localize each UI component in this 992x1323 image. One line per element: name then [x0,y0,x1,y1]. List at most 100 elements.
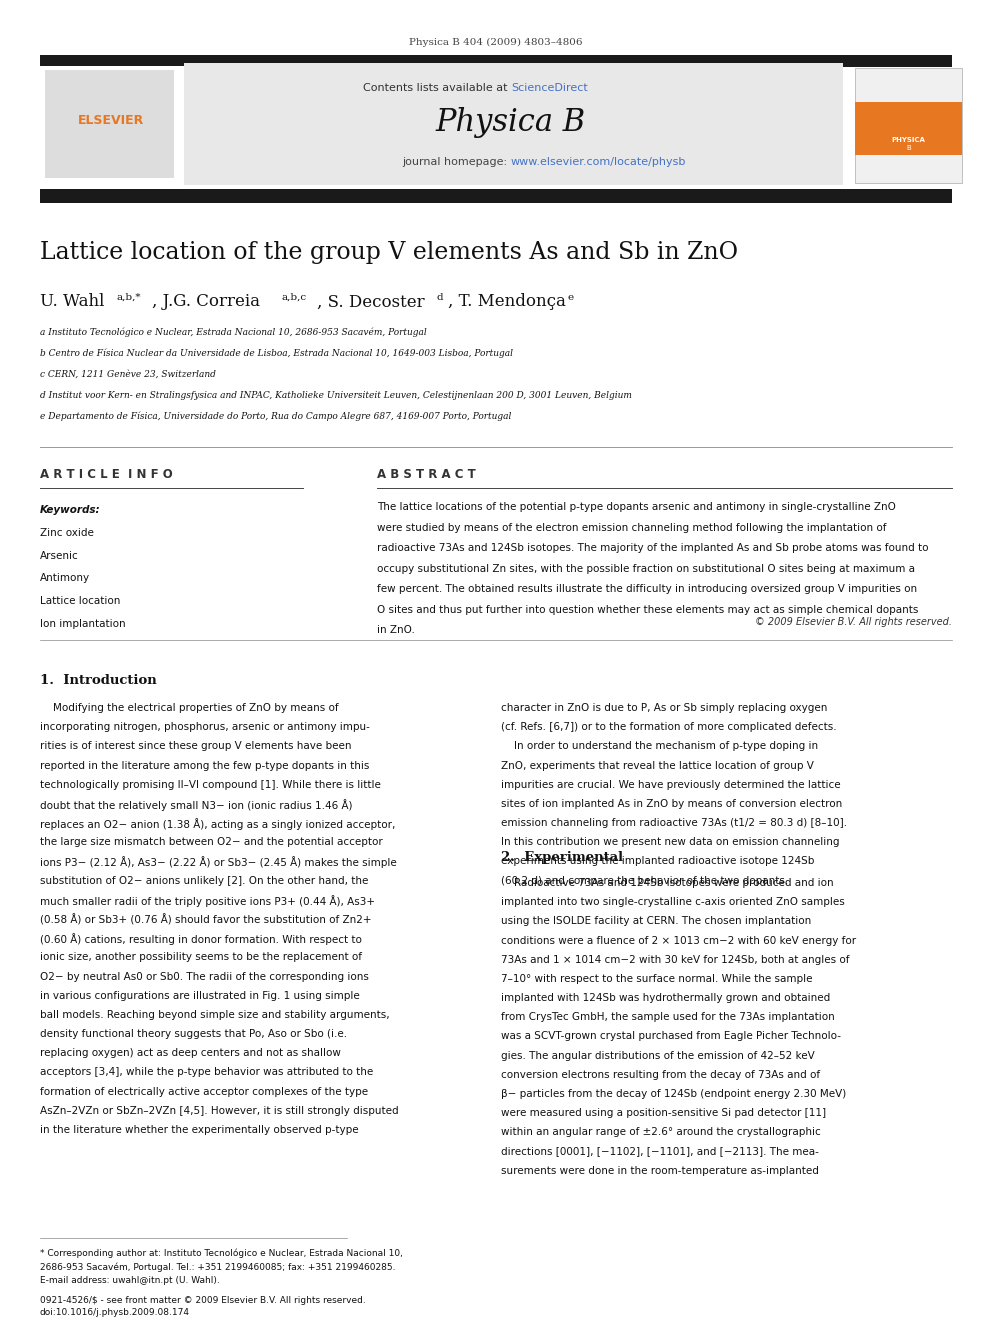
Text: E-mail address: uwahl@itn.pt (U. Wahl).: E-mail address: uwahl@itn.pt (U. Wahl). [40,1275,219,1285]
Bar [855,67,962,183]
Text: * Corresponding author at: Instituto Tecnológico e Nuclear, Estrada Nacional 10,: * Corresponding author at: Instituto Tec… [40,1248,403,1257]
Text: doubt that the relatively small N3− ion (ionic radius 1.46 Å): doubt that the relatively small N3− ion … [40,799,352,811]
Text: Radioactive 73As and 124Sb isotopes were produced and ion: Radioactive 73As and 124Sb isotopes were… [501,878,833,888]
Text: impurities are crucial. We have previously determined the lattice: impurities are crucial. We have previous… [501,779,840,790]
Text: conversion electrons resulting from the decay of 73As and of: conversion electrons resulting from the … [501,1070,820,1080]
Text: Physica B 404 (2009) 4803–4806: Physica B 404 (2009) 4803–4806 [410,37,582,46]
Text: was a SCVT-grown crystal purchased from Eagle Picher Technolo-: was a SCVT-grown crystal purchased from … [501,1032,841,1041]
Text: technologically promising II–VI compound [1]. While there is little: technologically promising II–VI compound… [40,779,381,790]
Text: In order to understand the mechanism of p-type doping in: In order to understand the mechanism of … [501,741,818,751]
Text: ions P3− (2.12 Å), As3− (2.22 Å) or Sb3− (2.45 Å) makes the simple: ions P3− (2.12 Å), As3− (2.22 Å) or Sb3−… [40,856,397,868]
Text: Keywords:: Keywords: [40,505,100,515]
Text: occupy substitutional Zn sites, with the possible fraction on substitutional O s: occupy substitutional Zn sites, with the… [377,564,915,573]
Text: from CrysTec GmbH, the sample used for the 73As implantation: from CrysTec GmbH, the sample used for t… [501,1012,834,1023]
Text: journal homepage:: journal homepage: [402,157,511,167]
Text: e: e [567,292,573,302]
Text: Lattice location: Lattice location [40,597,120,606]
Text: substitution of O2− anions unlikely [2]. On the other hand, the: substitution of O2− anions unlikely [2].… [40,876,368,885]
Text: (cf. Refs. [6,7]) or to the formation of more complicated defects.: (cf. Refs. [6,7]) or to the formation of… [501,722,836,732]
Bar [45,70,174,179]
Text: replaces an O2− anion (1.38 Å), acting as a singly ionized acceptor,: replaces an O2− anion (1.38 Å), acting a… [40,818,395,830]
Text: 7–10° with respect to the surface normal. While the sample: 7–10° with respect to the surface normal… [501,974,812,984]
Text: ZnO, experiments that reveal the lattice location of group V: ZnO, experiments that reveal the lattice… [501,761,813,770]
Text: density functional theory suggests that Po, Aso or Sbo (i.e.: density functional theory suggests that … [40,1029,347,1039]
Text: Zinc oxide: Zinc oxide [40,528,93,537]
Text: O sites and thus put further into question whether these elements may act as sim: O sites and thus put further into questi… [377,605,919,614]
Text: A B S T R A C T: A B S T R A C T [377,468,476,482]
Text: replacing oxygen) act as deep centers and not as shallow: replacing oxygen) act as deep centers an… [40,1048,340,1058]
Text: gies. The angular distributions of the emission of 42–52 keV: gies. The angular distributions of the e… [501,1050,814,1061]
Text: in various configurations are illustrated in Fig. 1 using simple: in various configurations are illustrate… [40,991,359,1000]
Text: 73As and 1 × 1014 cm−2 with 30 keV for 124Sb, both at angles of: 73As and 1 × 1014 cm−2 with 30 keV for 1… [501,955,849,964]
Text: formation of electrically active acceptor complexes of the type: formation of electrically active accepto… [40,1086,368,1097]
Text: sites of ion implanted As in ZnO by means of conversion electron: sites of ion implanted As in ZnO by mean… [501,799,842,808]
Text: were measured using a position-sensitive Si pad detector [11]: were measured using a position-sensitive… [501,1109,826,1118]
Text: e Departamento de Física, Universidade do Porto, Rua do Campo Alegre 687, 4169-0: e Departamento de Física, Universidade d… [40,411,511,421]
Text: 2.  Experimental: 2. Experimental [501,852,623,864]
Text: O2− by neutral As0 or Sb0. The radii of the corresponding ions: O2− by neutral As0 or Sb0. The radii of … [40,971,369,982]
Text: much smaller radii of the triply positive ions P3+ (0.44 Å), As3+: much smaller radii of the triply positiv… [40,894,375,906]
Bar [184,64,843,185]
Text: rities is of interest since these group V elements have been: rities is of interest since these group … [40,741,351,751]
Text: using the ISOLDE facility at CERN. The chosen implantation: using the ISOLDE facility at CERN. The c… [501,917,811,926]
Text: www.elsevier.com/locate/physb: www.elsevier.com/locate/physb [511,157,686,167]
Text: doi:10.1016/j.physb.2009.08.174: doi:10.1016/j.physb.2009.08.174 [40,1308,189,1316]
Text: Lattice location of the group V elements As and Sb in ZnO: Lattice location of the group V elements… [40,241,738,263]
Text: (0.60 Å) cations, resulting in donor formation. With respect to: (0.60 Å) cations, resulting in donor for… [40,933,361,945]
Text: , S. Decoster: , S. Decoster [317,294,425,311]
Text: , J.G. Correia: , J.G. Correia [152,294,260,311]
Text: in the literature whether the experimentally observed p-type: in the literature whether the experiment… [40,1125,358,1135]
Text: AsZn–2VZn or SbZn–2VZn [4,5]. However, it is still strongly disputed: AsZn–2VZn or SbZn–2VZn [4,5]. However, i… [40,1106,399,1115]
Text: implanted into two single-crystalline c-axis oriented ZnO samples: implanted into two single-crystalline c-… [501,897,845,908]
Text: A R T I C L E  I N F O: A R T I C L E I N F O [40,468,173,482]
Text: incorporating nitrogen, phosphorus, arsenic or antimony impu-: incorporating nitrogen, phosphorus, arse… [40,722,370,732]
Text: acceptors [3,4], while the p-type behavior was attributed to the: acceptors [3,4], while the p-type behavi… [40,1068,373,1077]
Text: In this contribution we present new data on emission channeling: In this contribution we present new data… [501,837,839,847]
Text: Antimony: Antimony [40,573,90,583]
Text: Physica B: Physica B [435,107,586,139]
Text: a,b,*: a,b,* [116,292,141,302]
Text: ScienceDirect: ScienceDirect [511,83,587,93]
Text: in ZnO.: in ZnO. [377,624,415,635]
Text: Modifying the electrical properties of ZnO by means of: Modifying the electrical properties of Z… [40,703,338,713]
Text: (60.2 d) and compare the behavior of the two dopants.: (60.2 d) and compare the behavior of the… [501,876,789,885]
Text: radioactive 73As and 124Sb isotopes. The majority of the implanted As and Sb pro: radioactive 73As and 124Sb isotopes. The… [377,542,929,553]
Text: PHYSICA: PHYSICA [892,138,926,143]
Text: c CERN, 1211 Genève 23, Switzerland: c CERN, 1211 Genève 23, Switzerland [40,369,215,378]
Text: emission channeling from radioactive 73As (t1/2 = 80.3 d) [8–10].: emission channeling from radioactive 73A… [501,818,847,828]
Text: conditions were a fluence of 2 × 1013 cm−2 with 60 keV energy for: conditions were a fluence of 2 × 1013 cm… [501,935,856,946]
Bar [40,189,952,202]
Text: b Centro de Física Nuclear da Universidade de Lisboa, Estrada Nacional 10, 1649-: b Centro de Física Nuclear da Universida… [40,348,513,357]
Text: (0.58 Å) or Sb3+ (0.76 Å) should favor the substitution of Zn2+: (0.58 Å) or Sb3+ (0.76 Å) should favor t… [40,914,371,925]
Text: surements were done in the room-temperature as-implanted: surements were done in the room-temperat… [501,1166,818,1176]
Bar [855,102,962,155]
Text: 2686-953 Sacavém, Portugal. Tel.: +351 2199460085; fax: +351 2199460285.: 2686-953 Sacavém, Portugal. Tel.: +351 2… [40,1262,395,1271]
Text: © 2009 Elsevier B.V. All rights reserved.: © 2009 Elsevier B.V. All rights reserved… [755,617,952,627]
Text: few percent. The obtained results illustrate the difficulty in introducing overs: few percent. The obtained results illust… [377,583,917,594]
Text: Arsenic: Arsenic [40,550,78,561]
Text: a Instituto Tecnológico e Nuclear, Estrada Nacional 10, 2686-953 Sacavém, Portug: a Instituto Tecnológico e Nuclear, Estra… [40,327,427,337]
Text: a,b,c: a,b,c [282,292,307,302]
Text: ionic size, another possibility seems to be the replacement of: ionic size, another possibility seems to… [40,953,362,962]
Text: character in ZnO is due to P, As or Sb simply replacing oxygen: character in ZnO is due to P, As or Sb s… [501,703,827,713]
Text: reported in the literature among the few p-type dopants in this: reported in the literature among the few… [40,761,369,770]
Text: were studied by means of the electron emission channeling method following the i: were studied by means of the electron em… [377,523,887,532]
Text: Contents lists available at: Contents lists available at [363,83,511,93]
Text: d Institut voor Kern- en Stralingsfysica and INPAC, Katholieke Universiteit Leuv: d Institut voor Kern- en Stralingsfysica… [40,390,632,400]
Text: experiments using the implanted radioactive isotope 124Sb: experiments using the implanted radioact… [501,856,814,867]
Text: directions [0001], [−1102], [−1101], and [−2113]. The mea-: directions [0001], [−1102], [−1101], and… [501,1147,818,1156]
Text: , T. Mendonça: , T. Mendonça [448,294,566,311]
Bar [40,54,952,66]
Bar [40,66,184,184]
Text: ELSEVIER: ELSEVIER [78,114,144,127]
Text: B: B [907,146,911,151]
Text: U. Wahl: U. Wahl [40,294,104,311]
Text: the large size mismatch between O2− and the potential acceptor: the large size mismatch between O2− and … [40,837,383,847]
Text: ball models. Reaching beyond simple size and stability arguments,: ball models. Reaching beyond simple size… [40,1009,389,1020]
Text: d: d [436,292,443,302]
Text: β− particles from the decay of 124Sb (endpoint energy 2.30 MeV): β− particles from the decay of 124Sb (en… [501,1089,846,1099]
Text: 1.  Introduction: 1. Introduction [40,673,157,687]
Text: Ion implantation: Ion implantation [40,619,125,628]
Text: 0921-4526/$ - see front matter © 2009 Elsevier B.V. All rights reserved.: 0921-4526/$ - see front matter © 2009 El… [40,1297,365,1304]
Text: The lattice locations of the potential p-type dopants arsenic and antimony in si: The lattice locations of the potential p… [377,501,896,512]
